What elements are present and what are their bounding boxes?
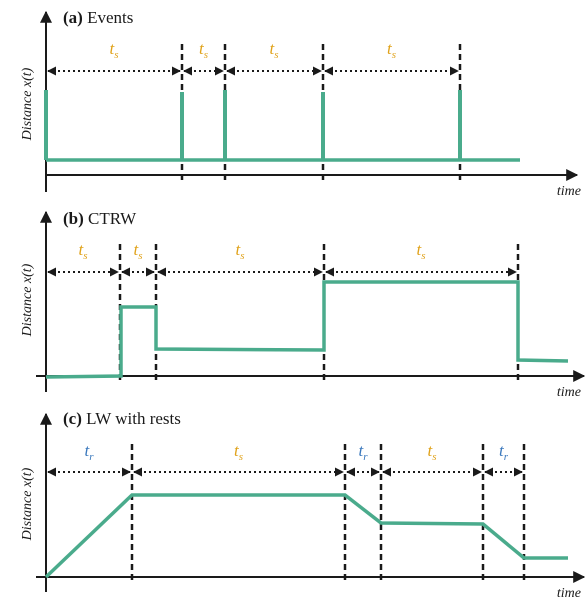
span-label-step: ts xyxy=(234,441,243,463)
x-axis-label: time xyxy=(557,586,581,601)
x-axis-label: time xyxy=(557,385,581,400)
x-axis-label: time xyxy=(557,184,581,199)
span-label-step: ts xyxy=(78,240,87,262)
span-label-rest: tr xyxy=(358,441,368,463)
panel-lw: Distance x(t) time (c) LW with rests tr ts tr… xyxy=(20,409,586,601)
span-label-rest: tr xyxy=(84,441,94,463)
span-label-step: ts xyxy=(387,39,396,61)
span-label-rest: tr xyxy=(499,441,509,463)
y-axis-label: Distance x(t) xyxy=(20,263,35,337)
span-label-step: ts xyxy=(133,240,142,262)
panel-title: (a) Events xyxy=(63,8,133,27)
trace-line xyxy=(44,493,568,579)
span-label-step: ts xyxy=(416,240,425,262)
trace-line xyxy=(45,280,569,379)
panel-events: Distance x(t) time (a) Events ts ts ts ts xyxy=(20,8,581,199)
span-label-step: ts xyxy=(235,240,244,262)
span-label-step: ts xyxy=(269,39,278,61)
panel-title: (b) CTRW xyxy=(63,209,137,228)
y-axis-label: Distance x(t) xyxy=(20,467,35,541)
span-label-step: ts xyxy=(199,39,208,61)
y-axis-label: Distance x(t) xyxy=(20,67,35,141)
span-label-step: ts xyxy=(109,39,118,61)
panel-ctrw: Distance x(t) time (b) CTRW ts ts ts ts xyxy=(20,209,586,400)
span-label-step: ts xyxy=(427,441,436,463)
panel-title: (c) LW with rests xyxy=(63,409,181,428)
